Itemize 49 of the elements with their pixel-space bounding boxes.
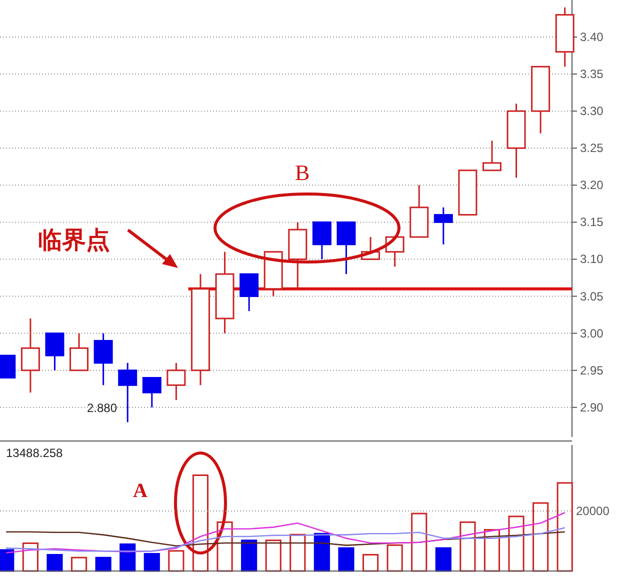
bar	[532, 502, 549, 572]
annotation: 临界点	[38, 227, 110, 254]
bar	[556, 482, 573, 572]
bar	[70, 556, 88, 572]
candlestick	[434, 206, 453, 246]
candlestick	[482, 140, 502, 172]
bar	[144, 553, 160, 572]
bar	[508, 516, 524, 572]
annotation: B	[295, 160, 310, 185]
candlestick	[20, 318, 40, 394]
candlestick	[166, 362, 186, 401]
candlestick	[70, 332, 89, 372]
candlestick	[118, 362, 138, 423]
candlestick	[45, 332, 64, 372]
bar	[460, 521, 476, 572]
bar	[46, 554, 63, 572]
y-tick-label: 3.35	[580, 67, 604, 82]
bar	[314, 532, 330, 572]
annotation: A	[133, 480, 148, 502]
candlestick	[312, 221, 332, 260]
y-tick-label: 3.05	[580, 289, 604, 304]
y-tick-label: 3.00	[580, 326, 604, 340]
text: 20000	[576, 504, 610, 518]
candlestick	[336, 221, 356, 275]
y-tick-label: 3.25	[580, 141, 604, 156]
bar	[290, 534, 306, 572]
candlestick	[142, 376, 162, 408]
bar	[241, 540, 258, 572]
bar	[192, 474, 209, 572]
bar	[120, 543, 136, 572]
annotation: 2.880	[86, 401, 118, 415]
y-tick-label: 3.40	[580, 30, 604, 44]
bar	[168, 550, 184, 572]
bar	[435, 547, 452, 572]
text: 13488.258	[6, 446, 64, 460]
y-tick-label: 3.15	[580, 215, 604, 230]
y-tick-label: 3.30	[580, 104, 604, 118]
y-tick-label: 2.95	[580, 363, 604, 378]
bar	[386, 544, 403, 572]
bar	[411, 512, 428, 572]
candlestick	[94, 332, 113, 386]
candlestick	[240, 273, 259, 312]
bar	[95, 556, 112, 572]
bar	[265, 540, 282, 572]
bar	[362, 554, 379, 572]
bar	[338, 547, 354, 572]
y-tick-label: 3.10	[580, 252, 604, 266]
y-tick-label: 2.90	[580, 400, 604, 414]
y-tick-label: 3.20	[580, 178, 604, 192]
